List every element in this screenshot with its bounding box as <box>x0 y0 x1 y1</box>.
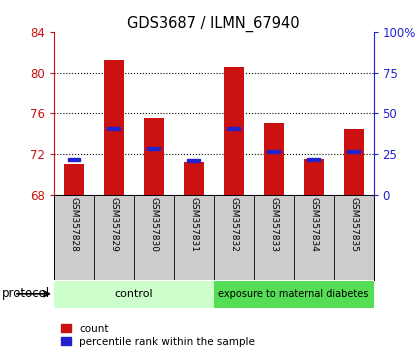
Title: GDS3687 / ILMN_67940: GDS3687 / ILMN_67940 <box>127 16 300 32</box>
Bar <box>307 158 320 161</box>
Text: GSM357831: GSM357831 <box>189 197 198 252</box>
Bar <box>227 127 240 130</box>
Text: GSM357832: GSM357832 <box>229 197 238 252</box>
Bar <box>107 127 120 130</box>
Text: GSM357833: GSM357833 <box>269 197 278 252</box>
Bar <box>64 164 84 195</box>
Bar <box>147 147 160 150</box>
Bar <box>347 150 360 154</box>
Bar <box>54 281 214 307</box>
Text: GSM357828: GSM357828 <box>69 197 78 252</box>
Bar <box>264 124 283 195</box>
Text: control: control <box>115 289 153 299</box>
Bar <box>144 118 164 195</box>
Text: GSM357829: GSM357829 <box>110 197 118 252</box>
Bar <box>184 162 204 195</box>
Text: GSM357834: GSM357834 <box>309 197 318 252</box>
Bar <box>104 60 124 195</box>
Text: GSM357830: GSM357830 <box>149 197 158 252</box>
Bar <box>267 150 280 154</box>
Bar <box>68 158 81 161</box>
Bar <box>304 159 324 195</box>
Bar <box>187 159 200 162</box>
Bar <box>224 68 244 195</box>
Text: protocol: protocol <box>2 287 50 300</box>
Bar <box>344 129 364 195</box>
Text: GSM357835: GSM357835 <box>349 197 358 252</box>
Bar <box>214 281 374 307</box>
Legend: count, percentile rank within the sample: count, percentile rank within the sample <box>59 321 257 349</box>
Text: exposure to maternal diabetes: exposure to maternal diabetes <box>218 289 369 299</box>
